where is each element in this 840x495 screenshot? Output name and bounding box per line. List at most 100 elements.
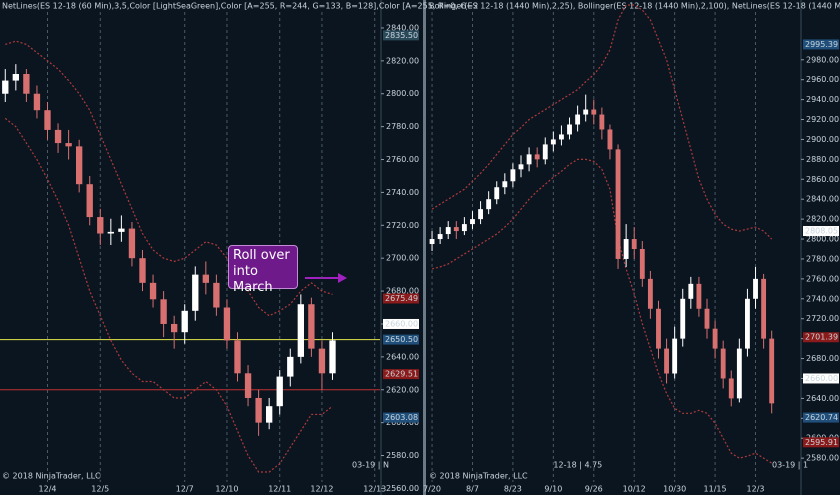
note: 12-18 | 4.75 — [553, 461, 602, 470]
candle-body — [65, 143, 72, 147]
x-tick-label: 12/13 — [363, 485, 386, 494]
y-tick-label: 2680.00 — [806, 354, 839, 363]
y-tick-label: 2580.00 — [806, 454, 839, 463]
candle-body — [255, 397, 262, 423]
candle-body — [502, 181, 508, 188]
price-tag-label: 2603.08 — [385, 413, 418, 422]
y-tick-label: 2840.00 — [386, 23, 419, 32]
candle-body — [297, 304, 304, 357]
y-tick-label: 2800.00 — [806, 235, 839, 244]
y-tick-label: 2840.00 — [806, 195, 839, 204]
candle-body — [54, 129, 62, 144]
price-tag — [383, 293, 419, 304]
band-line — [5, 40, 333, 317]
candle-body — [745, 298, 750, 349]
price-tag-label: 2629.51 — [385, 370, 418, 379]
y-tick-label: 2920.00 — [806, 115, 839, 124]
y-tick-label: 2620.00 — [386, 385, 419, 394]
footer: © 2018 NinjaTrader, LLC — [2, 472, 101, 481]
y-tick-label: 2720.00 — [806, 314, 839, 323]
candle-body — [753, 278, 758, 299]
candle-body — [769, 338, 775, 404]
y-tick-label: 2740.00 — [386, 188, 419, 197]
band-line — [431, 4, 773, 240]
y-tick-label: 2700.00 — [386, 254, 419, 263]
candle-body — [534, 154, 540, 160]
candle-body — [244, 373, 252, 398]
price-tag — [383, 334, 419, 345]
candle-body — [429, 239, 435, 245]
candle-body — [97, 217, 104, 234]
candle-body — [631, 239, 637, 249]
candle-body — [213, 282, 220, 308]
y-tick-label: 2820.00 — [806, 215, 839, 224]
candle-body — [728, 378, 734, 399]
candle-body — [591, 109, 597, 115]
candle-body — [266, 406, 273, 423]
candle-body — [202, 274, 209, 283]
candle-body — [23, 74, 30, 94]
candle-body — [510, 169, 516, 182]
y-tick-label: 2640.00 — [386, 352, 419, 361]
annotation: Roll over into March — [228, 245, 298, 295]
candle-body — [526, 154, 532, 165]
chart-header: NetLines(ES 12-18 (60 Min),3,5,Color [Li… — [2, 2, 478, 11]
y-tick-label: 2940.00 — [806, 95, 839, 104]
candle-body — [308, 304, 315, 349]
y-tick-label: 2680.00 — [386, 287, 419, 296]
candle-body — [720, 348, 726, 379]
divider — [423, 0, 426, 495]
candle-body — [318, 348, 326, 374]
price-tag — [803, 437, 839, 448]
candle-body — [542, 144, 548, 160]
candle-body — [437, 234, 443, 240]
y-tick-label: 2780.00 — [386, 122, 419, 131]
x-tick-label: 7/20 — [423, 485, 441, 494]
candle-body — [583, 109, 589, 115]
price-tag-label: 2835.50 — [385, 31, 418, 40]
y-tick-label: 2980.00 — [806, 55, 839, 64]
y-tick-label: 2780.00 — [806, 254, 839, 263]
candle-body — [223, 307, 231, 341]
candle-body — [107, 231, 114, 234]
candle-body — [688, 283, 694, 299]
candle-body — [639, 248, 645, 279]
x-tick-label: 9/26 — [585, 485, 603, 494]
price-tag — [803, 373, 839, 384]
candle-body — [623, 239, 629, 259]
candle-body — [680, 298, 686, 339]
footer: © 2018 NinjaTrader, LLC — [429, 472, 528, 481]
y-tick-label: 2720.00 — [386, 221, 419, 230]
price-tag-label: 2595.91 — [805, 438, 838, 447]
chart-header: Bollinger(ES 12-18 (1440 Min),2,25), Bol… — [429, 2, 840, 11]
candle-body — [329, 340, 336, 374]
y-tick-label: 2580.00 — [386, 451, 419, 460]
candle-body — [139, 258, 146, 283]
y-tick-label: 2760.00 — [386, 155, 419, 164]
price-tag — [383, 369, 419, 380]
y-tick-label: 2880.00 — [806, 155, 839, 164]
price-tag-label: 2660.00 — [805, 374, 838, 383]
candle-body — [445, 227, 451, 235]
price-tag-label: 2660.00 — [385, 319, 418, 328]
candle-body — [453, 227, 459, 232]
x-tick-label: 12/12 — [310, 485, 333, 494]
candle-body — [712, 328, 718, 349]
candle-body — [33, 93, 41, 111]
x-tick-label: 12/7 — [176, 485, 194, 494]
y-tick-label: 2600.00 — [386, 418, 419, 427]
candle-body — [171, 323, 178, 333]
price-tag-label: 2620.74 — [805, 413, 838, 422]
candle-body — [664, 348, 669, 374]
y-tick-label: 2640.00 — [806, 394, 839, 403]
candle-body — [287, 356, 294, 377]
band-line — [431, 158, 773, 464]
candle-body — [761, 278, 767, 339]
price-tag-label: 2650.50 — [385, 335, 418, 344]
candle-body — [44, 110, 51, 130]
price-tag-label: 2701.39 — [805, 333, 838, 342]
candle-body — [567, 124, 572, 135]
candle-body — [234, 340, 241, 374]
contract-label: 03-19 | 1 — [772, 461, 808, 470]
